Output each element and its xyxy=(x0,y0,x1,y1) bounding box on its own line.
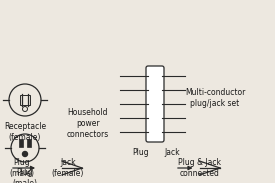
Bar xyxy=(20,95,30,105)
Text: Household
power
connectors: Household power connectors xyxy=(67,108,109,139)
Circle shape xyxy=(23,152,28,156)
Text: Plug
(male): Plug (male) xyxy=(10,158,34,178)
Text: Receptacle
(female): Receptacle (female) xyxy=(4,122,46,142)
Text: Multi-conductor
plug/jack set: Multi-conductor plug/jack set xyxy=(185,88,245,108)
Text: Plug
(male): Plug (male) xyxy=(12,168,37,183)
Text: Plug: Plug xyxy=(133,148,149,157)
Text: Jack
(female): Jack (female) xyxy=(52,158,84,178)
Bar xyxy=(27,139,31,147)
Text: Plug & Jack
connected: Plug & Jack connected xyxy=(178,158,221,178)
Bar xyxy=(19,139,23,147)
FancyBboxPatch shape xyxy=(146,66,164,142)
Text: Jack: Jack xyxy=(164,148,180,157)
